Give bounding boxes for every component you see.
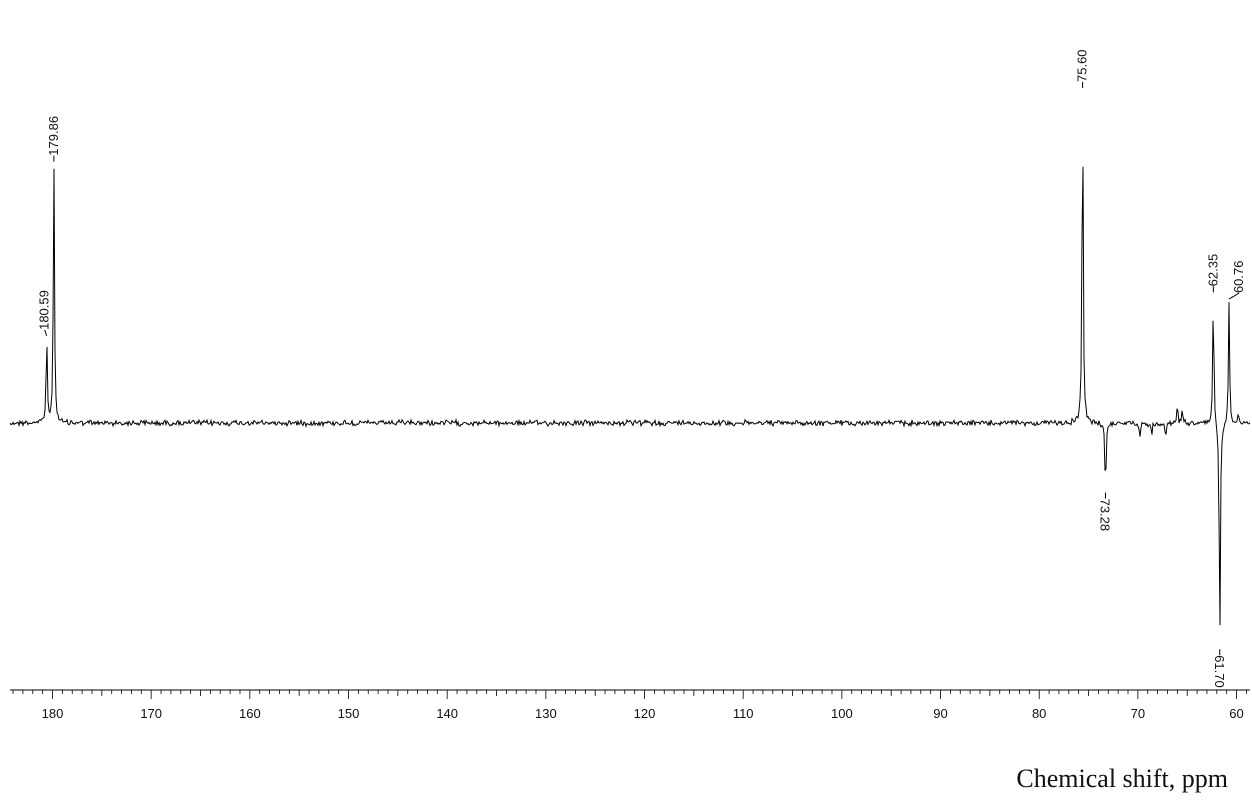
x-tick-label: 70	[1131, 706, 1145, 721]
x-tick-label: 100	[831, 706, 853, 721]
x-axis: 1801701601501401301201101009080706050403…	[10, 689, 1250, 721]
peak-label: 62.35	[1205, 254, 1220, 287]
x-tick-label: 150	[338, 706, 360, 721]
spectrum-layer	[9, 166, 1251, 626]
x-tick-label: 180	[42, 706, 64, 721]
x-tick-label: 90	[933, 706, 947, 721]
x-axis-title: Chemical shift, ppm	[1016, 764, 1228, 793]
x-tick-label: 110	[733, 706, 754, 721]
peak-label: 60.76	[1231, 261, 1246, 294]
x-tick-label: 80	[1032, 706, 1046, 721]
spectrum-trace	[9, 166, 1251, 626]
peak-label: 73.28	[1098, 499, 1113, 532]
peak-label: 180.59	[37, 290, 52, 330]
peak-label: 179.86	[46, 116, 61, 156]
x-tick-label: 160	[239, 706, 261, 721]
peak-labels-layer: 180.59179.8675.6073.2862.3561.7060.7648.…	[37, 49, 1246, 688]
x-tick-label: 130	[535, 706, 557, 721]
peak-label-leader	[44, 329, 48, 337]
x-tick-label: 140	[436, 706, 458, 721]
x-tick-label: 120	[634, 706, 656, 721]
x-tick-label: 60	[1229, 706, 1243, 721]
peak-label: 61.70	[1212, 655, 1227, 688]
peak-label-leader	[1228, 292, 1240, 300]
peak-label: 75.60	[1075, 49, 1090, 82]
x-tick-label: 170	[140, 706, 162, 721]
